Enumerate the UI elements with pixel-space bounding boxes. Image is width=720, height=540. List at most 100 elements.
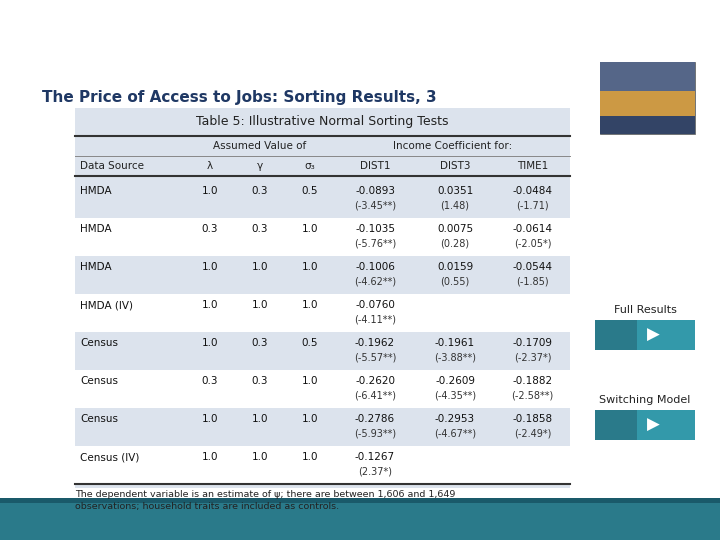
Text: 1.0: 1.0 <box>202 339 218 348</box>
Bar <box>600 62 695 134</box>
Bar <box>75 218 570 256</box>
Bar <box>600 62 695 91</box>
Bar <box>595 410 695 440</box>
Text: -0.0893: -0.0893 <box>355 186 395 197</box>
Text: Income Coefficient for:: Income Coefficient for: <box>393 141 512 151</box>
Text: The Price of Access to Jobs: Sorting Results, 3: The Price of Access to Jobs: Sorting Res… <box>42 90 436 105</box>
Text: -0.2609: -0.2609 <box>435 376 475 387</box>
Text: 1.0: 1.0 <box>252 453 269 462</box>
Text: 0.3: 0.3 <box>252 376 269 387</box>
Text: -0.2620: -0.2620 <box>355 376 395 387</box>
Text: 0.5: 0.5 <box>302 186 318 197</box>
Text: (-2.37*): (-2.37*) <box>514 353 552 363</box>
Text: -0.1961: -0.1961 <box>435 339 475 348</box>
Text: 0.0351: 0.0351 <box>437 186 473 197</box>
Text: Switching Model: Switching Model <box>599 395 690 405</box>
Text: -0.0484: -0.0484 <box>513 186 552 197</box>
Text: -0.2786: -0.2786 <box>355 414 395 424</box>
Text: (-5.76**): (-5.76**) <box>354 239 396 249</box>
Text: 1.0: 1.0 <box>202 262 218 272</box>
Text: 1.0: 1.0 <box>202 453 218 462</box>
Text: -0.1882: -0.1882 <box>513 376 552 387</box>
Text: Census: Census <box>80 339 118 348</box>
Text: HMDA (IV): HMDA (IV) <box>80 300 133 310</box>
Text: Census: Census <box>80 414 118 424</box>
Text: (2.37*): (2.37*) <box>358 467 392 477</box>
Text: Data Source: Data Source <box>80 161 144 171</box>
Bar <box>600 116 695 134</box>
Text: The dependent variable is an estimate of ψ; there are between 1,606 and 1,649
ob: The dependent variable is an estimate of… <box>75 490 455 511</box>
Text: DIST1: DIST1 <box>360 161 390 171</box>
Text: 1.0: 1.0 <box>302 376 318 387</box>
Text: (-1.71): (-1.71) <box>516 201 549 211</box>
Bar <box>0 500 720 540</box>
Bar <box>75 108 570 136</box>
Bar <box>75 370 570 408</box>
Text: -0.0614: -0.0614 <box>513 225 552 234</box>
Text: ▶: ▶ <box>647 416 660 434</box>
Text: -0.0544: -0.0544 <box>513 262 552 272</box>
Text: (-2.49*): (-2.49*) <box>514 429 552 439</box>
Text: 0.3: 0.3 <box>202 225 218 234</box>
Text: (-1.85): (-1.85) <box>516 277 549 287</box>
Text: 1.0: 1.0 <box>202 414 218 424</box>
Bar <box>75 446 570 484</box>
Text: (-5.93**): (-5.93**) <box>354 429 396 439</box>
Text: (-4.67**): (-4.67**) <box>434 429 476 439</box>
Text: (-2.58**): (-2.58**) <box>511 391 554 401</box>
Text: DIST3: DIST3 <box>440 161 470 171</box>
Bar <box>0 498 720 503</box>
Text: ▶: ▶ <box>647 326 660 344</box>
Text: -0.1709: -0.1709 <box>513 339 552 348</box>
Text: 0.3: 0.3 <box>252 186 269 197</box>
Text: 1.0: 1.0 <box>302 225 318 234</box>
Text: Table 5: Illustrative Normal Sorting Tests: Table 5: Illustrative Normal Sorting Tes… <box>197 116 449 129</box>
Bar <box>600 91 695 116</box>
Text: 0.0159: 0.0159 <box>437 262 473 272</box>
Text: γ: γ <box>257 161 263 171</box>
Text: (-5.57**): (-5.57**) <box>354 353 396 363</box>
Text: 1.0: 1.0 <box>302 262 318 272</box>
Text: HMDA: HMDA <box>80 186 112 197</box>
Text: 0.3: 0.3 <box>252 225 269 234</box>
Text: -0.1035: -0.1035 <box>355 225 395 234</box>
Text: (-4.35**): (-4.35**) <box>434 391 476 401</box>
Text: 0.0075: 0.0075 <box>437 225 473 234</box>
Text: 1.0: 1.0 <box>302 414 318 424</box>
Bar <box>75 332 570 370</box>
Text: (-4.62**): (-4.62**) <box>354 277 396 287</box>
Bar <box>595 410 637 440</box>
Bar <box>75 408 570 446</box>
Text: 1.0: 1.0 <box>252 262 269 272</box>
Text: (-4.11**): (-4.11**) <box>354 315 396 325</box>
Text: HMDA: HMDA <box>80 225 112 234</box>
Text: 1.0: 1.0 <box>202 300 218 310</box>
Text: -0.1858: -0.1858 <box>513 414 552 424</box>
Text: 1.0: 1.0 <box>202 186 218 197</box>
Text: -0.1006: -0.1006 <box>355 262 395 272</box>
Text: (1.48): (1.48) <box>441 201 469 211</box>
Text: -0.1962: -0.1962 <box>355 339 395 348</box>
Text: -0.2953: -0.2953 <box>435 414 475 424</box>
Bar <box>75 294 570 332</box>
Text: 1.0: 1.0 <box>252 414 269 424</box>
Bar <box>75 256 570 294</box>
Bar <box>75 108 570 488</box>
Text: 0.3: 0.3 <box>252 339 269 348</box>
Text: (-3.45**): (-3.45**) <box>354 201 396 211</box>
Text: Census: Census <box>80 376 118 387</box>
Text: 0.3: 0.3 <box>202 376 218 387</box>
Text: (-2.05*): (-2.05*) <box>514 239 552 249</box>
Text: σ₃: σ₃ <box>305 161 315 171</box>
Text: -0.0760: -0.0760 <box>355 300 395 310</box>
Text: 1.0: 1.0 <box>302 300 318 310</box>
Text: (0.55): (0.55) <box>441 277 469 287</box>
Text: Full Results: Full Results <box>613 305 676 315</box>
Bar <box>595 320 637 350</box>
Text: 0.5: 0.5 <box>302 339 318 348</box>
Text: Census (IV): Census (IV) <box>80 453 140 462</box>
Text: TIME1: TIME1 <box>517 161 548 171</box>
Bar <box>595 320 695 350</box>
Bar <box>75 180 570 218</box>
Text: -0.1267: -0.1267 <box>355 453 395 462</box>
